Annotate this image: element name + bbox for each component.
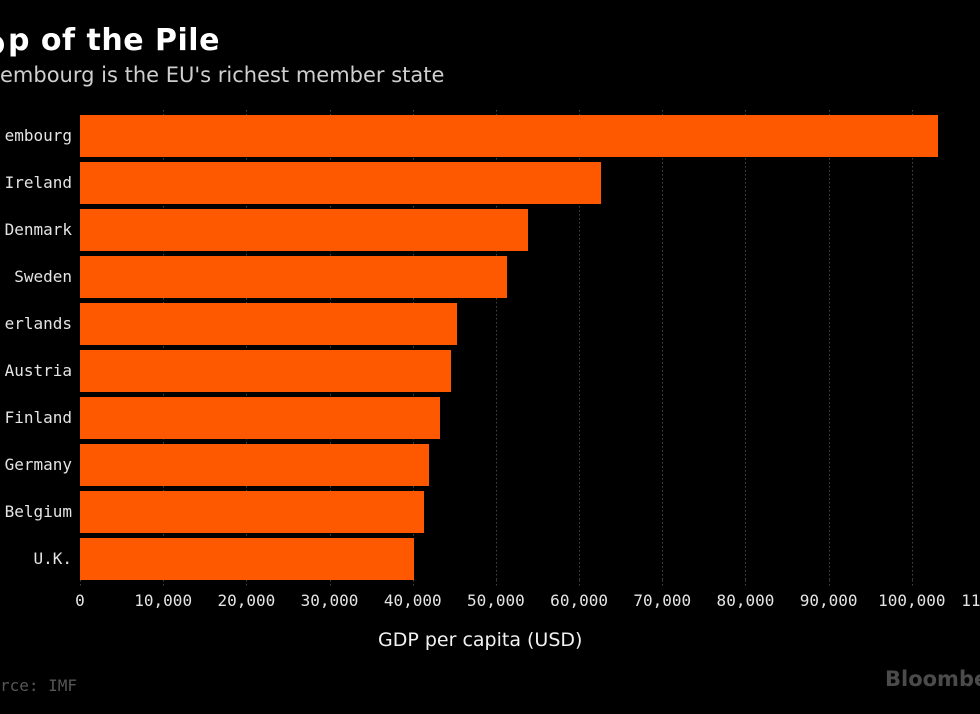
x-axis-tick (911, 580, 913, 587)
y-axis-label: Finland (4, 408, 72, 427)
x-axis-tick-label: 60,000 (550, 591, 608, 610)
y-axis-label: Sweden (14, 267, 72, 286)
bloomberg-watermark: Bloombe (885, 667, 980, 691)
bar (80, 538, 414, 580)
gridline (579, 110, 581, 580)
x-axis-tick (80, 580, 81, 587)
x-axis-tick (246, 580, 248, 587)
x-axis-tick-label: 80,000 (716, 591, 775, 610)
y-axis-label: Austria (4, 361, 72, 380)
x-axis-tick-label: 70,000 (633, 591, 692, 610)
bar (80, 115, 939, 157)
y-axis-label: Denmark (4, 220, 72, 239)
x-axis-ticks (80, 580, 980, 588)
y-axis-label: U.K. (33, 549, 72, 568)
y-axis-label: erlands (4, 314, 72, 333)
x-axis-tick-labels: 0 10,000 20,000 30,000 40,000 50,000 60,000 70,… (75, 591, 980, 613)
bar (80, 444, 430, 486)
gridline (163, 110, 165, 580)
chart-title: p of the Pile (8, 23, 220, 58)
x-axis-tick-label: 20,000 (217, 591, 276, 610)
x-axis-title: GDP per capita (USD) (378, 629, 583, 651)
gridline (745, 110, 747, 580)
x-axis-tick (329, 580, 331, 587)
title-cropped-glyph-fragment (0, 36, 4, 54)
source-text: rce: IMF (0, 676, 78, 695)
y-axis-label: embourg (4, 126, 72, 145)
bar (80, 162, 601, 204)
x-axis-tick (412, 580, 414, 587)
x-axis-tick (579, 580, 581, 587)
x-axis-tick (495, 580, 497, 587)
bar (80, 209, 528, 251)
x-axis-tick-label: 11 (961, 591, 980, 610)
x-axis-tick (745, 580, 747, 587)
bar (80, 491, 425, 533)
chart-subtitle: embourg is the EU's richest member state (0, 63, 445, 87)
title-cropped-glyph-arc (0, 36, 4, 54)
x-axis-tick-label: 50,000 (467, 591, 525, 610)
plot-area (80, 110, 980, 580)
bar (80, 256, 507, 298)
x-axis-tick-label: 30,000 (300, 591, 359, 610)
gridline (911, 110, 913, 580)
bar (80, 303, 457, 345)
gridline (495, 110, 497, 580)
x-axis-tick-label: 90,000 (799, 591, 858, 610)
gridline (662, 110, 664, 580)
x-axis-tick (828, 580, 830, 587)
bar (80, 350, 451, 392)
x-axis-tick-label: 0 (75, 591, 85, 610)
x-axis-tick (163, 580, 165, 587)
bar (80, 397, 441, 439)
y-axis-label: Ireland (4, 173, 72, 192)
x-axis-tick-label: 40,000 (383, 591, 442, 610)
x-axis-tick-label: 100,000 (878, 591, 946, 610)
x-axis-tick-label: 10,000 (134, 591, 193, 610)
x-axis-tick (662, 580, 664, 587)
gridline (329, 110, 331, 580)
y-axis-labels: embourg Ireland Denmark Sweden erlands Austri… (0, 110, 72, 580)
gridline (828, 110, 830, 580)
y-axis-label: Germany (4, 455, 72, 474)
gridline (412, 110, 414, 580)
gridline (246, 110, 248, 580)
y-axis-label: Belgium (4, 502, 72, 521)
